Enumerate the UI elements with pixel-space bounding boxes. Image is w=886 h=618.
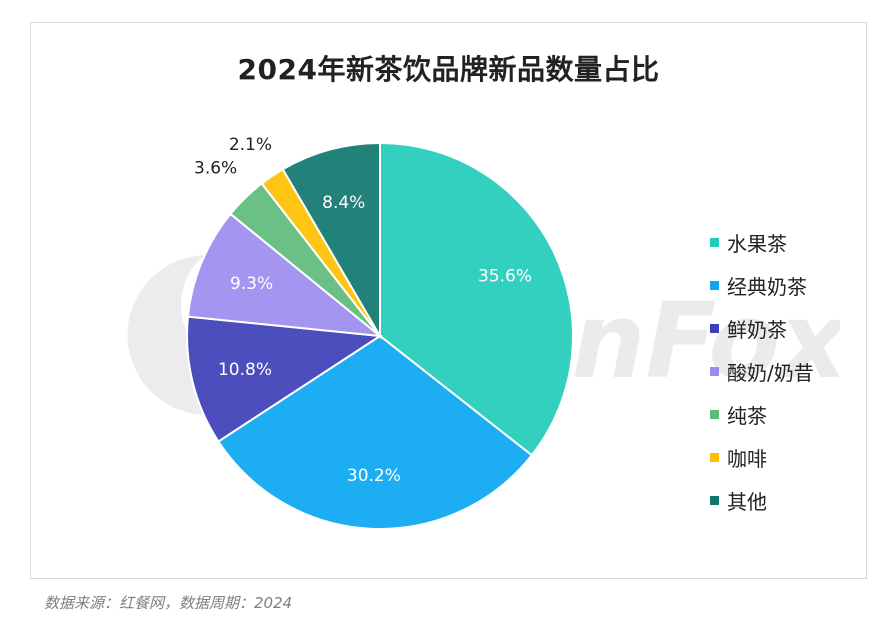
- legend-item-1: 经典奶茶: [710, 264, 814, 307]
- legend-swatch-5: [710, 453, 719, 462]
- legend-swatch-6: [710, 496, 719, 505]
- chart-title: 2024年新茶饮品牌新品数量占比: [237, 53, 660, 86]
- legend-item-0: 水果茶: [710, 221, 814, 264]
- source-note: 数据来源：红餐网，数据周期：2024: [44, 594, 293, 612]
- slice-data-label-3: 9.3%: [230, 274, 273, 294]
- pie-slice-3: [186, 212, 384, 338]
- legend-item-3: 酸奶/奶昔: [710, 350, 814, 393]
- pie-slice-0: [379, 141, 574, 457]
- legend-item-2: 鲜奶茶: [710, 307, 814, 350]
- slice-data-label-4: 3.6%: [194, 158, 237, 178]
- slice-data-label-1: 30.2%: [347, 466, 401, 486]
- legend: 水果茶经典奶茶鲜奶茶酸奶/奶昔纯茶咖啡其他: [710, 221, 814, 522]
- legend-item-4: 纯茶: [710, 393, 814, 436]
- legend-swatch-2: [710, 324, 719, 333]
- legend-item-6: 其他: [710, 479, 814, 522]
- legend-label-2: 鲜奶茶: [727, 318, 787, 342]
- legend-label-1: 经典奶茶: [727, 275, 807, 299]
- slice-data-label-0: 35.6%: [478, 266, 532, 286]
- pie-slice-6: [281, 141, 381, 340]
- legend-label-0: 水果茶: [727, 232, 787, 256]
- legend-label-6: 其他: [727, 490, 767, 514]
- legend-label-5: 咖啡: [727, 447, 767, 471]
- slice-data-label-5: 2.1%: [229, 135, 272, 155]
- legend-label-4: 纯茶: [727, 404, 767, 428]
- legend-label-3: 酸奶/奶昔: [727, 361, 814, 385]
- slice-data-label-6: 8.4%: [322, 193, 365, 213]
- slice-data-label-2: 10.8%: [218, 360, 272, 380]
- legend-swatch-1: [710, 281, 719, 290]
- pie-slice-1: [216, 334, 534, 530]
- legend-swatch-0: [710, 238, 719, 247]
- legend-swatch-3: [710, 367, 719, 376]
- pie-slice-2: [186, 315, 383, 443]
- legend-swatch-4: [710, 410, 719, 419]
- legend-item-5: 咖啡: [710, 436, 814, 479]
